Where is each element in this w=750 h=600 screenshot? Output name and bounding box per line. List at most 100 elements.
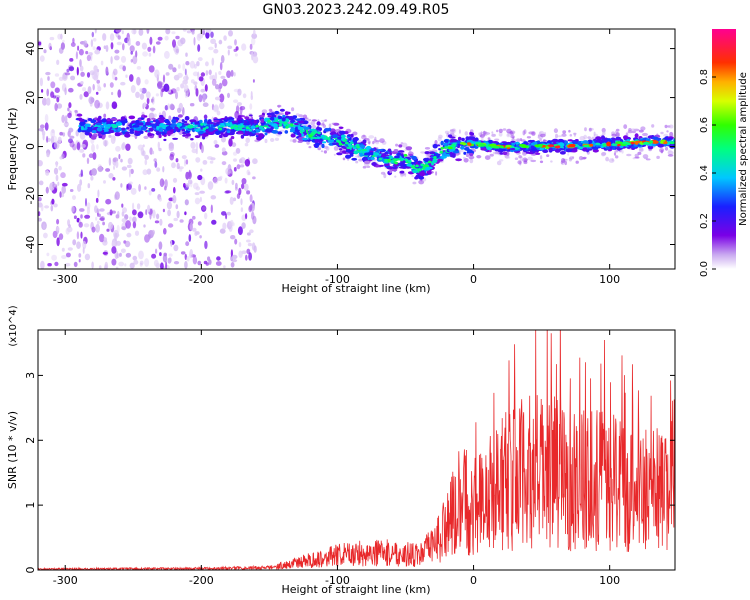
noise-dot (148, 52, 152, 57)
noise-dot (198, 76, 204, 82)
core-dot (238, 126, 242, 130)
noise-dot (127, 157, 133, 165)
noise-dot (50, 136, 55, 144)
halo-dot (492, 151, 498, 155)
noise-dot (144, 258, 150, 267)
noise-dot (114, 76, 118, 81)
noise-dot (151, 253, 157, 259)
ridge-dot (104, 131, 110, 134)
noise-dot (38, 128, 44, 132)
halo-dot (575, 160, 579, 164)
ridge-dot (115, 122, 123, 126)
y-tick-label: 1 (24, 502, 37, 509)
ridge-dot (466, 139, 474, 143)
noise-dot (115, 160, 119, 169)
noise-dot (241, 43, 247, 51)
noise-dot (218, 102, 225, 110)
ridge-dot (327, 139, 334, 143)
core-dot (505, 144, 512, 148)
noise-dot (60, 42, 65, 50)
noise-dot (61, 182, 68, 187)
ridge-dot (406, 163, 413, 167)
noise-dot (149, 36, 153, 46)
noise-dot (67, 112, 72, 119)
halo-dot (494, 138, 500, 141)
noise-dot (169, 103, 175, 111)
ridge-dot (567, 148, 573, 151)
halo-dot (481, 137, 484, 141)
noise-dot (103, 45, 107, 49)
noise-dot (189, 103, 195, 107)
ridge-dot (347, 134, 352, 137)
ridge-dot (117, 121, 121, 124)
ridge-dot (135, 119, 140, 124)
noise-dot (138, 250, 144, 260)
noise-dot (44, 114, 49, 123)
ridge-dot (651, 136, 659, 140)
noise-dot (164, 179, 168, 189)
ridge-dot (301, 137, 309, 141)
ridge-dot (165, 126, 172, 131)
noise-dot (246, 190, 251, 195)
halo-dot (634, 154, 638, 157)
core-dot (350, 141, 354, 145)
noise-dot (118, 154, 121, 160)
noise-dot (252, 51, 258, 57)
ridge-dot (339, 130, 346, 135)
noise-dot (60, 172, 66, 179)
ridge-dot (554, 148, 561, 153)
noise-dot (115, 266, 119, 269)
noise-dot (163, 83, 170, 93)
halo-dot (291, 107, 295, 112)
ridge-dot (237, 132, 245, 135)
noise-dot (111, 246, 117, 254)
noise-dot (112, 177, 116, 181)
noise-dot (184, 261, 188, 269)
ridge-dot (492, 141, 499, 144)
noise-dot (213, 48, 219, 54)
ridge-dot (455, 158, 462, 162)
noise-dot (92, 38, 97, 42)
halo-dot (352, 131, 358, 136)
ridge-dot (634, 133, 639, 138)
ridge-dot (363, 160, 371, 165)
core-dot (259, 126, 263, 130)
ridge-dot (100, 124, 105, 128)
noise-dot (173, 261, 180, 265)
ridge-dot (394, 157, 400, 161)
ridge-dot (474, 137, 479, 142)
core-dot (245, 126, 250, 130)
noise-dot (63, 122, 69, 126)
noise-dot (86, 72, 91, 78)
noise-dot (69, 135, 75, 139)
noise-dot (50, 129, 55, 139)
noise-dot (82, 87, 87, 92)
noise-dot (160, 89, 164, 98)
ridge-dot (316, 121, 321, 126)
noise-dot (234, 39, 237, 46)
noise-dot (205, 29, 212, 34)
noise-dot (121, 218, 127, 223)
core-dot (499, 145, 504, 149)
noise-dot (60, 33, 63, 40)
noise-dot (68, 224, 71, 228)
ridge-dot (96, 118, 101, 122)
noise-dot (95, 223, 100, 233)
snr-series-line (38, 330, 675, 570)
y-tick-label: 3 (24, 372, 37, 379)
noise-dot (68, 138, 73, 144)
halo-dot (342, 157, 346, 161)
noise-dot (80, 214, 83, 219)
ridge-dot (425, 161, 429, 165)
noise-dot (156, 167, 161, 172)
x-tick-label: -200 (189, 574, 214, 587)
halo-dot (482, 131, 488, 134)
ridge-dot (332, 142, 337, 146)
noise-dot (201, 206, 207, 211)
noise-dot (47, 76, 50, 81)
noise-dot (215, 261, 222, 266)
ridge-dot (84, 131, 91, 136)
noise-dot (100, 60, 104, 66)
noise-dot (249, 194, 253, 203)
noise-dot (241, 183, 245, 190)
